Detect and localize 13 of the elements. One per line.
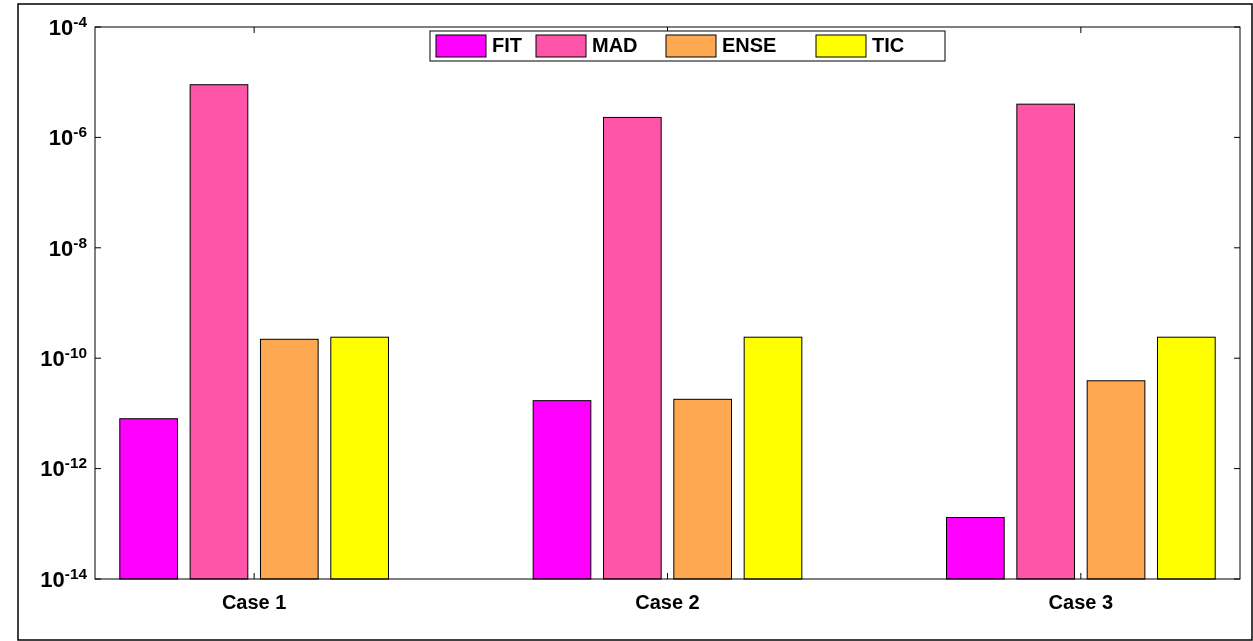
legend-label: TIC xyxy=(872,34,905,56)
legend-label: MAD xyxy=(592,34,638,56)
y-tick-label: 10$^{-12}$ xyxy=(40,453,87,482)
x-tick-label: Case 3 xyxy=(1048,591,1114,613)
y-tick-label: 10$^{-6}$ xyxy=(48,122,87,151)
y-tick-label: 10$^{-14}$ xyxy=(40,564,88,592)
x-tick-label: Case 2 xyxy=(635,591,700,613)
y-tick-label: 10$^{-10}$ xyxy=(40,343,87,371)
x-tick-label: Case 1 xyxy=(221,591,287,613)
legend-label: ENSE xyxy=(722,34,777,56)
legend-label: FIT xyxy=(492,34,522,56)
y-tick-label: 10$^{-4}$ xyxy=(48,12,88,40)
y-tick-label: 10$^{-8}$ xyxy=(48,233,88,261)
